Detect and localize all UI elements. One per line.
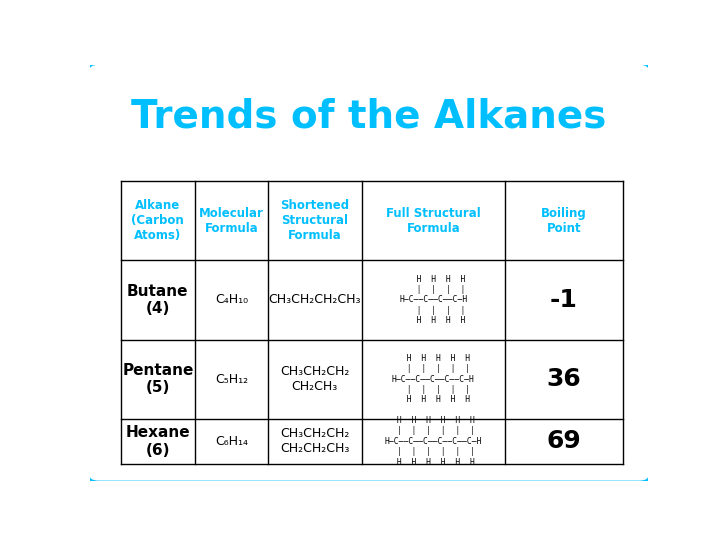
Text: Full Structural
Formula: Full Structural Formula	[386, 207, 481, 235]
Text: Hexane
(6): Hexane (6)	[125, 425, 190, 457]
Text: -1: -1	[550, 288, 578, 312]
Text: H  H  H  H  H  H
 |  |  |  |  |  |
H—C——C——C——C——C——C—H
 |  |  |  |  |  |
 H  H : H H H H H H | | | | | | H—C——C——C——C——C—…	[384, 416, 482, 467]
Text: CH₃CH₂CH₂
CH₂CH₃: CH₃CH₂CH₂ CH₂CH₃	[280, 365, 349, 393]
Text: Shortened
Structural
Formula: Shortened Structural Formula	[280, 199, 349, 242]
Text: H  H  H  H
   |  |  |  |
H—C——C——C——C—H
   |  |  |  |
   H  H  H  H: H H H H | | | | H—C——C——C——C—H | | | | H…	[399, 275, 467, 325]
Text: Trends of the Alkanes: Trends of the Alkanes	[131, 98, 607, 136]
Text: Alkane
(Carbon
Atoms): Alkane (Carbon Atoms)	[132, 199, 184, 242]
Text: 69: 69	[546, 429, 581, 454]
Text: Boiling
Point: Boiling Point	[541, 207, 587, 235]
Text: C₆H₁₄: C₆H₁₄	[215, 435, 248, 448]
Text: C₄H₁₀: C₄H₁₀	[215, 293, 248, 307]
Text: CH₃CH₂CH₂CH₃: CH₃CH₂CH₂CH₃	[269, 293, 361, 307]
Text: Molecular
Formula: Molecular Formula	[199, 207, 264, 235]
Text: H  H  H  H  H
  |  |  |  |  |
H—C——C——C——C——C—H
  |  |  |  |  |
  H  H  H  H  H: H H H H H | | | | | H—C——C——C——C——C—H | …	[392, 354, 474, 404]
FancyBboxPatch shape	[87, 63, 651, 483]
Text: CH₃CH₂CH₂
CH₂CH₂CH₃: CH₃CH₂CH₂ CH₂CH₂CH₃	[280, 427, 349, 455]
Text: C₅H₁₂: C₅H₁₂	[215, 373, 248, 386]
Text: Butane
(4): Butane (4)	[127, 284, 189, 316]
Text: Pentane
(5): Pentane (5)	[122, 363, 194, 395]
Text: 36: 36	[546, 367, 581, 391]
